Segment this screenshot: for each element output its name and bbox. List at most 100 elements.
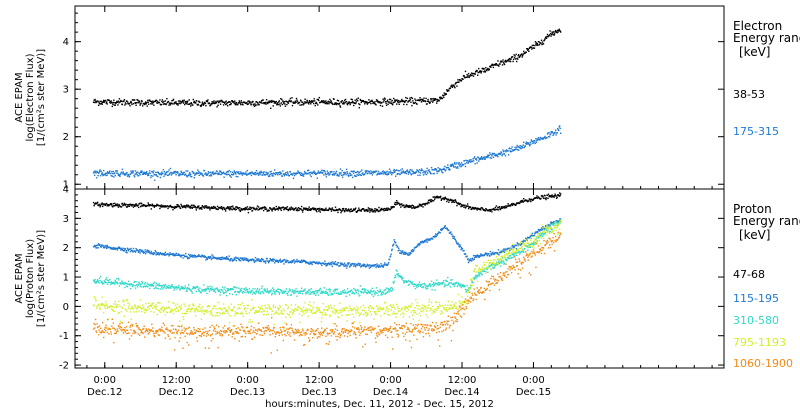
data-point bbox=[361, 289, 363, 291]
data-point bbox=[422, 285, 425, 288]
data-point bbox=[318, 289, 320, 292]
data-point bbox=[450, 231, 452, 233]
data-point bbox=[463, 74, 465, 77]
data-point bbox=[323, 209, 325, 212]
data-point bbox=[459, 203, 462, 205]
data-point bbox=[398, 172, 400, 175]
data-point bbox=[129, 250, 132, 253]
data-point bbox=[304, 288, 306, 290]
data-point bbox=[268, 305, 270, 308]
data-point bbox=[118, 300, 120, 302]
data-point bbox=[520, 201, 522, 203]
data-point bbox=[187, 310, 189, 313]
data-point bbox=[528, 50, 530, 52]
data-point bbox=[467, 75, 469, 77]
data-point bbox=[137, 204, 139, 206]
data-point bbox=[505, 206, 508, 209]
data-point bbox=[96, 171, 99, 174]
data-point bbox=[97, 104, 100, 106]
data-point bbox=[486, 68, 488, 71]
data-point bbox=[534, 140, 536, 142]
data-point bbox=[114, 104, 116, 106]
data-point bbox=[173, 309, 176, 311]
data-point bbox=[121, 281, 124, 284]
data-point bbox=[178, 305, 180, 308]
data-point bbox=[477, 156, 479, 159]
data-point bbox=[179, 254, 182, 257]
data-point bbox=[93, 280, 95, 282]
data-point bbox=[343, 292, 345, 294]
data-point bbox=[422, 286, 424, 289]
data-point bbox=[453, 201, 456, 203]
data-point bbox=[167, 171, 169, 173]
data-point bbox=[409, 99, 412, 101]
data-point bbox=[194, 286, 196, 288]
data-point bbox=[517, 243, 519, 245]
data-point bbox=[404, 281, 406, 284]
data-point bbox=[176, 172, 178, 174]
data-point bbox=[460, 205, 462, 208]
data-point bbox=[355, 102, 357, 105]
data-point bbox=[456, 242, 458, 244]
data-point bbox=[434, 289, 436, 291]
data-point bbox=[222, 101, 224, 103]
data-point bbox=[408, 205, 410, 207]
data-point bbox=[158, 285, 160, 287]
data-point bbox=[333, 290, 335, 292]
data-point bbox=[166, 98, 168, 100]
data-point bbox=[216, 258, 218, 260]
data-point bbox=[303, 170, 306, 173]
data-point bbox=[359, 294, 361, 297]
data-point bbox=[440, 96, 442, 98]
data-point bbox=[168, 173, 171, 176]
data-point bbox=[424, 204, 426, 206]
data-point bbox=[247, 100, 249, 103]
data-point bbox=[185, 102, 187, 104]
data-point bbox=[386, 209, 389, 211]
data-point bbox=[101, 202, 103, 204]
data-point bbox=[404, 100, 406, 102]
data-point bbox=[278, 206, 280, 208]
data-point bbox=[550, 35, 552, 37]
data-point bbox=[93, 99, 95, 101]
data-point bbox=[537, 138, 539, 141]
data-point bbox=[160, 307, 162, 310]
data-point bbox=[191, 292, 193, 294]
data-point bbox=[416, 284, 419, 286]
data-point bbox=[187, 256, 189, 259]
data-point bbox=[309, 261, 311, 263]
data-point bbox=[434, 198, 436, 200]
data-point bbox=[309, 291, 311, 293]
data-point bbox=[498, 153, 500, 155]
data-point bbox=[235, 175, 237, 178]
data-point bbox=[249, 172, 251, 174]
data-point bbox=[421, 98, 423, 100]
data-point bbox=[257, 306, 260, 308]
data-point bbox=[524, 248, 526, 250]
data-point bbox=[455, 240, 457, 242]
data-point bbox=[162, 169, 165, 171]
data-point bbox=[186, 204, 188, 206]
data-point bbox=[149, 287, 151, 290]
data-point bbox=[104, 173, 106, 175]
data-point bbox=[197, 288, 199, 290]
data-point bbox=[373, 290, 375, 292]
data-point bbox=[226, 103, 228, 105]
data-point bbox=[499, 63, 501, 65]
data-point bbox=[295, 101, 297, 103]
data-point bbox=[307, 102, 309, 104]
data-point bbox=[472, 206, 474, 209]
data-point bbox=[493, 263, 495, 266]
data-point bbox=[558, 28, 560, 30]
data-point bbox=[391, 99, 393, 102]
data-point bbox=[425, 288, 428, 290]
data-point bbox=[296, 295, 298, 297]
data-point bbox=[529, 145, 531, 147]
data-point bbox=[343, 289, 346, 291]
data-point bbox=[410, 96, 413, 99]
data-point bbox=[106, 304, 108, 307]
data-point bbox=[143, 285, 145, 287]
data-point bbox=[424, 100, 427, 103]
data-point bbox=[542, 234, 545, 236]
data-point bbox=[108, 281, 110, 284]
